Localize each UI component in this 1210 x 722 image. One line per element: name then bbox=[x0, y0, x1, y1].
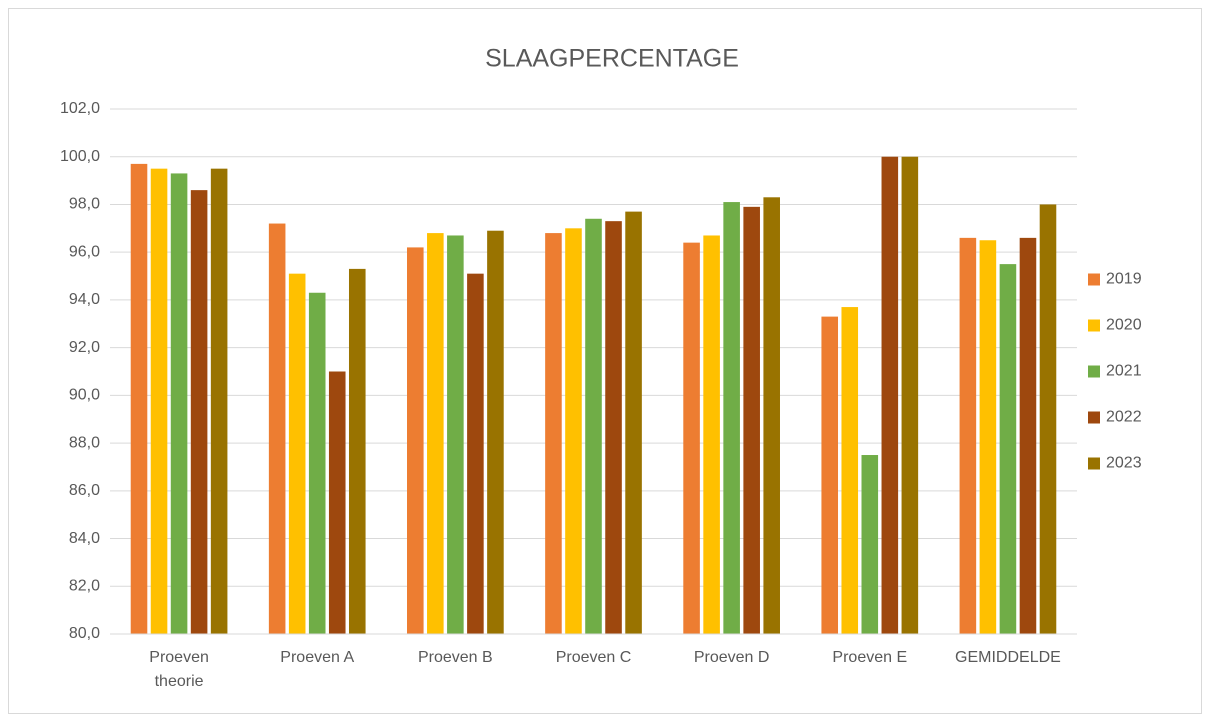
legend-swatch bbox=[1088, 319, 1100, 332]
legend-swatch bbox=[1088, 457, 1100, 470]
legend-swatch bbox=[1088, 273, 1100, 286]
legend-label: 2019 bbox=[1106, 271, 1142, 288]
bar bbox=[407, 247, 424, 634]
y-tick-label: 82,0 bbox=[69, 577, 100, 594]
bar bbox=[545, 233, 562, 634]
legend-label: 2020 bbox=[1106, 317, 1142, 334]
bar bbox=[763, 197, 780, 634]
bar bbox=[901, 156, 919, 634]
bar bbox=[723, 202, 740, 634]
y-tick-label: 98,0 bbox=[69, 196, 100, 213]
y-tick-label: 96,0 bbox=[69, 243, 100, 260]
bar bbox=[170, 173, 188, 634]
bar bbox=[308, 292, 326, 634]
bar bbox=[979, 240, 997, 634]
bar bbox=[268, 223, 286, 634]
legend-swatch bbox=[1088, 365, 1100, 378]
bar bbox=[605, 221, 622, 634]
bar bbox=[130, 163, 148, 635]
x-tick-label: Proeven A bbox=[280, 649, 354, 666]
bar bbox=[743, 206, 760, 634]
x-tick-label: Proeven E bbox=[832, 649, 907, 666]
y-tick-label: 88,0 bbox=[69, 434, 100, 451]
y-tick-label: 86,0 bbox=[69, 482, 100, 499]
legend-label: 2022 bbox=[1106, 409, 1142, 426]
bar bbox=[821, 316, 839, 634]
bar bbox=[861, 455, 879, 634]
y-tick-label: 102,0 bbox=[60, 100, 100, 117]
bar bbox=[683, 242, 700, 635]
bar bbox=[565, 228, 582, 634]
bar bbox=[999, 264, 1017, 634]
bar bbox=[288, 273, 306, 634]
bar bbox=[447, 235, 464, 634]
chart-title: SLAAGPERCENTAGE bbox=[485, 45, 739, 73]
legend-label: 2023 bbox=[1106, 455, 1142, 472]
y-tick-label: 84,0 bbox=[69, 530, 100, 547]
bar bbox=[881, 156, 899, 634]
bar bbox=[585, 218, 602, 635]
x-tick-label: Proeven theorie bbox=[149, 649, 209, 690]
legend-label: 2021 bbox=[1106, 363, 1142, 380]
bar bbox=[348, 268, 366, 634]
bar bbox=[487, 230, 504, 635]
bar bbox=[959, 237, 977, 634]
legend-swatch bbox=[1088, 411, 1100, 424]
bar bbox=[1039, 204, 1057, 635]
x-tick-label: Proeven D bbox=[694, 649, 770, 666]
y-tick-label: 100,0 bbox=[60, 148, 100, 165]
bar bbox=[427, 233, 444, 634]
bar bbox=[210, 168, 228, 634]
bar bbox=[150, 168, 168, 634]
bar bbox=[841, 307, 859, 634]
bar bbox=[328, 371, 346, 634]
y-tick-label: 92,0 bbox=[69, 339, 100, 356]
bar bbox=[625, 211, 642, 634]
bar bbox=[190, 190, 208, 635]
y-tick-label: 94,0 bbox=[69, 291, 100, 308]
y-tick-label: 90,0 bbox=[69, 387, 100, 404]
bar bbox=[467, 273, 484, 634]
x-tick-label: Proeven B bbox=[418, 649, 493, 666]
bar bbox=[1019, 237, 1037, 634]
x-tick-label: Proeven C bbox=[556, 649, 632, 666]
x-tick-label: GEMIDDELDE bbox=[955, 649, 1061, 666]
bar bbox=[703, 235, 720, 634]
y-tick-label: 80,0 bbox=[69, 625, 100, 642]
